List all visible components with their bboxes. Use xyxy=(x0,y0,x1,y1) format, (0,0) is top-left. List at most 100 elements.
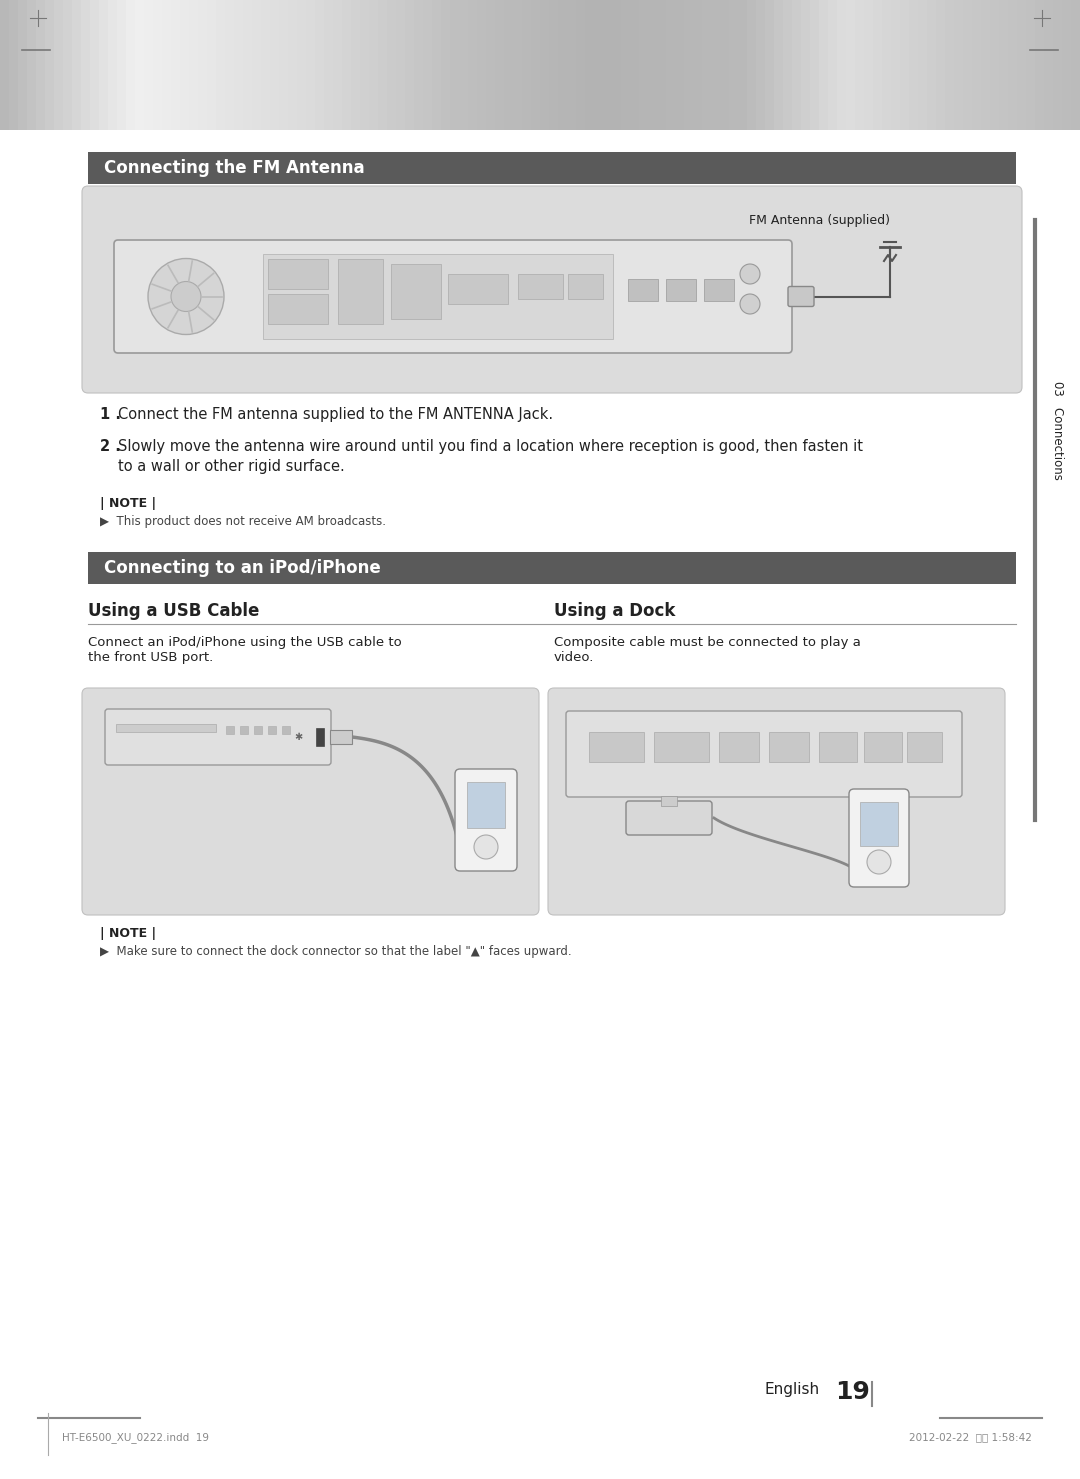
Text: 2012-02-22  오후 1:58:42: 2012-02-22 오후 1:58:42 xyxy=(909,1432,1032,1442)
Bar xyxy=(522,0,532,130)
Bar xyxy=(756,0,766,130)
Bar xyxy=(828,0,838,130)
Bar xyxy=(495,0,505,130)
Bar xyxy=(108,0,118,130)
Text: | NOTE |: | NOTE | xyxy=(100,497,157,510)
Text: Connecting the FM Antenna: Connecting the FM Antenna xyxy=(104,160,365,177)
Bar xyxy=(963,0,973,130)
Bar xyxy=(810,0,820,130)
Bar xyxy=(729,0,739,130)
Bar xyxy=(1035,0,1045,130)
Bar xyxy=(738,0,748,130)
Bar xyxy=(243,0,253,130)
Bar xyxy=(666,0,676,130)
Bar xyxy=(1026,0,1036,130)
Bar xyxy=(378,0,388,130)
Bar xyxy=(675,0,685,130)
Text: Connecting to an iPod/iPhone: Connecting to an iPod/iPhone xyxy=(104,559,381,577)
Bar xyxy=(603,0,613,130)
Bar xyxy=(837,0,847,130)
Text: Connect an iPod/iPhone using the USB cable to
the front USB port.: Connect an iPod/iPhone using the USB cab… xyxy=(87,636,402,664)
Bar xyxy=(1017,0,1027,130)
FancyBboxPatch shape xyxy=(626,802,712,836)
Bar xyxy=(693,0,703,130)
Bar xyxy=(549,0,559,130)
Bar xyxy=(153,0,163,130)
Text: Using a USB Cable: Using a USB Cable xyxy=(87,602,259,620)
Text: 03   Connections: 03 Connections xyxy=(1052,380,1065,479)
Bar xyxy=(87,552,1016,584)
Bar xyxy=(918,0,928,130)
Text: HT-E6500_XU_0222.indd  19: HT-E6500_XU_0222.indd 19 xyxy=(62,1432,210,1444)
Bar xyxy=(900,0,910,130)
Bar xyxy=(297,0,307,130)
Bar xyxy=(981,0,991,130)
Bar xyxy=(627,280,658,302)
Text: FM Antenna (supplied): FM Antenna (supplied) xyxy=(750,214,890,226)
FancyBboxPatch shape xyxy=(455,769,517,871)
Bar xyxy=(135,0,145,130)
Bar xyxy=(1044,0,1054,130)
Bar xyxy=(63,0,73,130)
Bar xyxy=(864,732,902,762)
Bar xyxy=(0,0,1080,130)
Bar xyxy=(338,259,383,324)
Bar xyxy=(972,0,982,130)
Bar xyxy=(225,0,235,130)
Bar xyxy=(1071,0,1080,130)
Text: Using a Dock: Using a Dock xyxy=(554,602,675,620)
Bar xyxy=(873,0,883,130)
Bar xyxy=(226,726,234,734)
Bar xyxy=(704,280,734,302)
Bar xyxy=(568,274,603,299)
Bar xyxy=(1053,0,1063,130)
Bar xyxy=(945,0,955,130)
Bar xyxy=(589,732,644,762)
Text: Slowly move the antenna wire around until you find a location where reception is: Slowly move the antenna wire around unti… xyxy=(118,439,863,454)
Bar xyxy=(162,0,172,130)
Circle shape xyxy=(867,850,891,874)
Circle shape xyxy=(148,259,224,334)
Text: ▶  Make sure to connect the dock connector so that the label "▲" faces upward.: ▶ Make sure to connect the dock connecto… xyxy=(100,945,571,958)
Bar xyxy=(477,0,487,130)
Bar xyxy=(54,0,64,130)
Bar xyxy=(459,0,469,130)
Bar xyxy=(1062,0,1072,130)
Bar xyxy=(774,0,784,130)
Text: 19: 19 xyxy=(835,1380,869,1404)
Circle shape xyxy=(740,263,760,284)
Bar xyxy=(441,0,451,130)
Bar xyxy=(268,726,276,734)
Bar xyxy=(387,0,397,130)
Bar xyxy=(720,0,730,130)
Bar xyxy=(661,796,677,806)
Bar xyxy=(27,0,37,130)
Bar xyxy=(801,0,811,130)
Bar xyxy=(909,0,919,130)
Text: Composite cable must be connected to play a
video.: Composite cable must be connected to pla… xyxy=(554,636,861,664)
FancyBboxPatch shape xyxy=(82,186,1022,393)
Bar xyxy=(282,726,291,734)
Bar xyxy=(189,0,199,130)
Bar xyxy=(264,254,613,339)
Bar xyxy=(621,0,631,130)
Text: | NOTE |: | NOTE | xyxy=(100,927,157,941)
FancyBboxPatch shape xyxy=(105,708,330,765)
Bar xyxy=(268,259,328,288)
Bar xyxy=(630,0,640,130)
Bar xyxy=(87,152,1016,183)
Bar xyxy=(540,0,550,130)
Bar xyxy=(432,0,442,130)
Bar xyxy=(45,0,55,130)
Bar xyxy=(261,0,271,130)
Bar xyxy=(9,0,19,130)
Bar xyxy=(254,726,262,734)
Bar xyxy=(126,0,136,130)
Bar xyxy=(330,731,352,744)
Bar xyxy=(684,0,694,130)
Bar xyxy=(144,0,154,130)
Bar xyxy=(513,0,523,130)
Bar xyxy=(819,732,858,762)
Circle shape xyxy=(740,294,760,314)
Bar xyxy=(252,0,262,130)
